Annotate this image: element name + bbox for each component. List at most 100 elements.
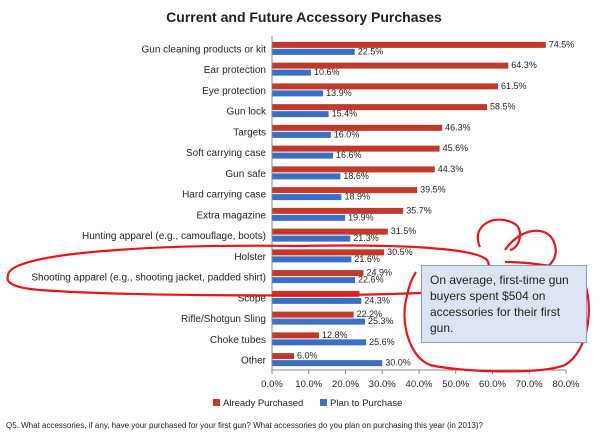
bar-plan-to-purchase <box>272 111 329 118</box>
category-label: Shooting apparel (e.g., shooting jacket,… <box>31 273 266 284</box>
bars-layer: 74.5% 22.5% 64.3% 10.6% 61.5% 13.9% 58.5% 15.4%… <box>272 39 575 368</box>
bar-already-purchased <box>272 228 388 235</box>
bar-already-purchased <box>272 270 364 277</box>
bar-plan-to-purchase <box>272 235 351 242</box>
category-label: Other <box>241 356 267 367</box>
x-axis: 0.0% 10.0% 20.0% 30.0% 40.0% 50.0% 60.0% 70.0% 8… <box>261 36 580 390</box>
data-label: 30.0% <box>385 358 411 368</box>
data-label: 21.6% <box>354 254 380 264</box>
bar-already-purchased <box>272 62 509 69</box>
bar-plan-to-purchase <box>272 277 356 284</box>
bar-already-purchased <box>272 124 443 131</box>
category-label: Gun lock <box>227 107 267 118</box>
category-label: Holster <box>234 252 266 263</box>
footnote: Q5. What accessories, if any, have your … <box>6 421 483 430</box>
x-tick-label: 80.0% <box>553 379 580 390</box>
bar-already-purchased <box>272 332 320 339</box>
category-label: Choke tubes <box>210 335 266 346</box>
data-label: 74.5% <box>549 39 575 49</box>
data-label: 25.3% <box>368 316 394 326</box>
bar-already-purchased <box>272 104 487 111</box>
bar-already-purchased <box>272 290 360 297</box>
bar-plan-to-purchase <box>272 131 331 138</box>
data-label: 25.6% <box>369 337 395 347</box>
category-label: Gun safe <box>225 169 266 180</box>
data-label: 16.6% <box>336 150 362 160</box>
data-label: 18.6% <box>343 171 369 181</box>
category-label: Extra magazine <box>197 210 267 221</box>
x-tick-label: 60.0% <box>479 379 506 390</box>
data-label: 22.2% <box>357 309 383 319</box>
bar-plan-to-purchase <box>272 48 355 55</box>
data-label: 21.3% <box>353 233 379 243</box>
chart-title: Current and Future Accessory Purchases <box>166 9 442 25</box>
bar-plan-to-purchase <box>272 173 341 180</box>
data-label: 64.3% <box>511 60 537 70</box>
callout-text: On average, first-time gun buyers spent … <box>430 273 569 335</box>
category-label: Scope <box>238 293 267 304</box>
data-label: 16.0% <box>334 129 360 139</box>
x-tick-label: 20.0% <box>332 379 359 390</box>
category-label: Hard carrying case <box>182 190 266 201</box>
callout-box: On average, first-time gun buyers spent … <box>421 265 587 343</box>
bar-already-purchased <box>272 249 385 256</box>
legend-swatch <box>320 399 327 406</box>
data-label: 30.5% <box>387 247 413 257</box>
category-labels: Gun cleaning products or kit Ear protecti… <box>31 44 267 366</box>
bar-plan-to-purchase <box>272 152 334 159</box>
bar-already-purchased <box>272 41 546 48</box>
category-label: Gun cleaning products or kit <box>141 44 266 55</box>
x-tick-label: 0.0% <box>261 379 283 390</box>
bar-plan-to-purchase <box>272 194 342 201</box>
data-label: 31.5% <box>391 226 417 236</box>
bar-plan-to-purchase <box>272 339 367 346</box>
category-label: Rifle/Shotgun Sling <box>181 314 266 325</box>
data-label: 6.0% <box>297 351 318 361</box>
category-label: Hunting apparel (e.g., camouflage, boots… <box>82 231 266 242</box>
bar-already-purchased <box>272 311 354 318</box>
x-tick-label: 10.0% <box>295 379 322 390</box>
legend-label: Already Purchased <box>223 398 303 409</box>
category-label: Ear protection <box>204 65 266 76</box>
legend: Already Purchased Plan to Purchase <box>213 398 402 409</box>
bar-plan-to-purchase <box>272 256 352 263</box>
tail-stroke <box>476 218 522 252</box>
data-label: 44.3% <box>438 164 464 174</box>
data-label: 61.5% <box>501 81 527 91</box>
bar-already-purchased <box>272 83 499 90</box>
data-label: 45.6% <box>443 143 469 153</box>
data-label: 12.8% <box>322 330 348 340</box>
bar-plan-to-purchase <box>272 360 383 367</box>
category-label: Eye protection <box>202 86 266 97</box>
bar-already-purchased <box>272 187 418 194</box>
bar-already-purchased <box>272 145 440 152</box>
bar-already-purchased <box>272 166 435 173</box>
data-label: 35.7% <box>406 205 432 215</box>
legend-label: Plan to Purchase <box>330 398 402 409</box>
bar-plan-to-purchase <box>272 214 346 221</box>
bar-plan-to-purchase <box>272 90 324 97</box>
x-tick-label: 70.0% <box>516 379 543 390</box>
legend-swatch <box>213 399 220 406</box>
bar-already-purchased <box>272 207 404 214</box>
data-label: 46.3% <box>445 122 471 132</box>
bar-already-purchased <box>272 353 295 360</box>
x-tick-label: 50.0% <box>442 379 469 390</box>
bar-plan-to-purchase <box>272 297 362 304</box>
category-label: Soft carrying case <box>186 148 266 159</box>
category-label: Targets <box>233 127 266 138</box>
data-label: 15.4% <box>332 109 358 119</box>
data-label: 22.5% <box>358 46 384 56</box>
data-label: 13.9% <box>326 88 352 98</box>
x-tick-label: 40.0% <box>406 379 433 390</box>
bar-plan-to-purchase <box>272 69 311 76</box>
data-label: 24.9% <box>367 268 393 278</box>
bar-plan-to-purchase <box>272 318 365 325</box>
data-label: 24.3% <box>364 295 390 305</box>
data-label: 22.6% <box>358 275 384 285</box>
data-label: 39.5% <box>420 185 446 195</box>
data-label: 18.9% <box>344 192 370 202</box>
x-tick-label: 30.0% <box>369 379 396 390</box>
data-label: 19.9% <box>348 212 374 222</box>
